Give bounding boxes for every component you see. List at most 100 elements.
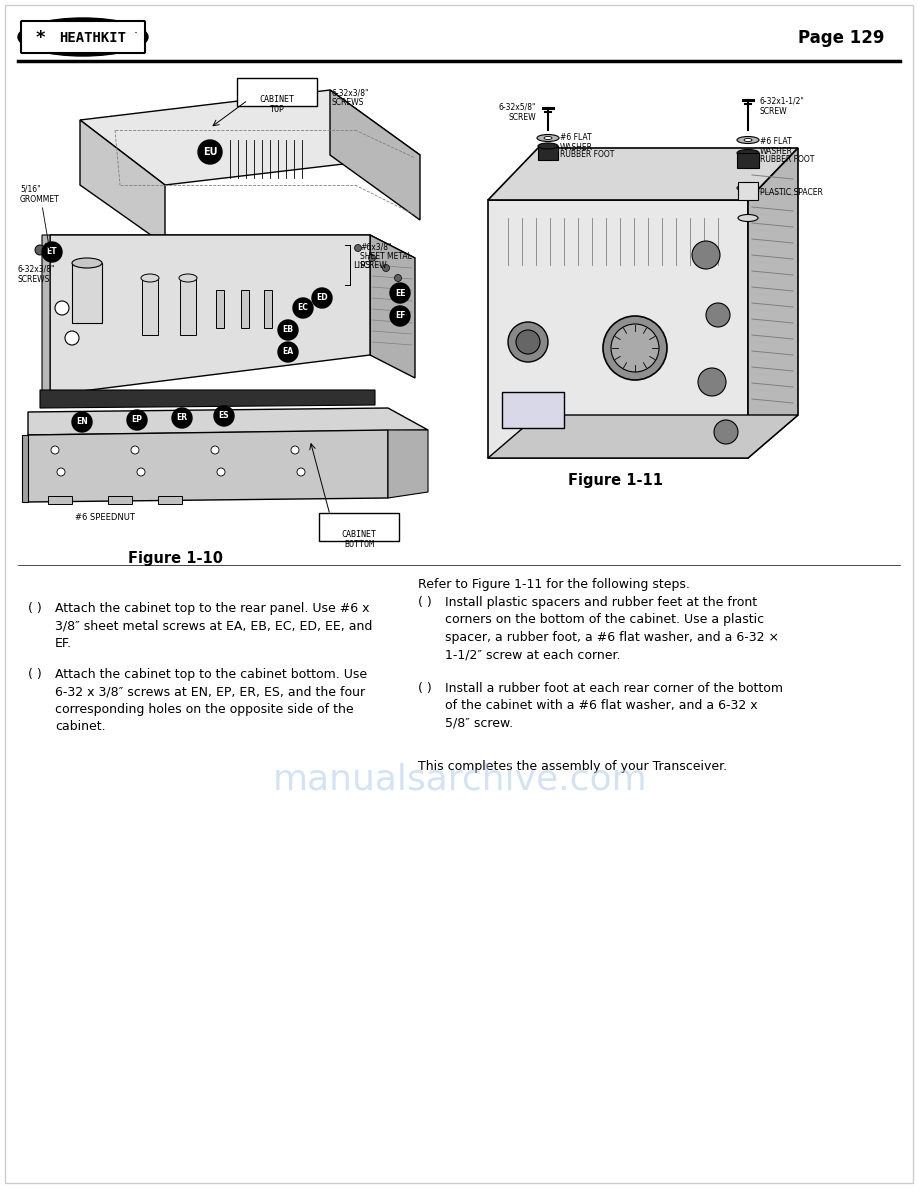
Bar — [216, 290, 224, 328]
Ellipse shape — [72, 258, 102, 268]
Ellipse shape — [738, 215, 758, 221]
Ellipse shape — [737, 150, 759, 157]
Circle shape — [127, 410, 147, 430]
Text: ED: ED — [316, 293, 328, 303]
Circle shape — [390, 307, 410, 326]
Bar — [142, 277, 158, 335]
Text: 5/16"
GROMMET: 5/16" GROMMET — [20, 185, 60, 203]
Ellipse shape — [744, 139, 752, 141]
Polygon shape — [488, 415, 798, 459]
Circle shape — [368, 254, 375, 261]
Ellipse shape — [18, 18, 148, 56]
Text: CABINET
BOTTOM: CABINET BOTTOM — [341, 530, 376, 549]
Text: ET: ET — [47, 247, 57, 257]
Polygon shape — [388, 430, 428, 498]
Text: #6 FLAT
WASHER: #6 FLAT WASHER — [560, 133, 593, 152]
Text: This completes the assembly of your Transceiver.: This completes the assembly of your Tran… — [418, 760, 727, 773]
Circle shape — [354, 245, 362, 252]
Text: RUBBER FOOT: RUBBER FOOT — [760, 154, 814, 164]
Text: Attach the cabinet top to the rear panel. Use #6 x
3/8″ sheet metal screws at EA: Attach the cabinet top to the rear panel… — [55, 602, 373, 650]
Polygon shape — [748, 148, 798, 459]
Circle shape — [291, 446, 299, 454]
Text: ( ): ( ) — [28, 668, 41, 681]
Circle shape — [55, 301, 69, 315]
Text: Attach the cabinet top to the cabinet bottom. Use
6-32 x 3/8″ screws at EN, EP, : Attach the cabinet top to the cabinet bo… — [55, 668, 367, 733]
Text: Install plastic spacers and rubber feet at the front
corners on the bottom of th: Install plastic spacers and rubber feet … — [445, 596, 779, 662]
Bar — [72, 263, 102, 323]
Ellipse shape — [21, 21, 145, 53]
Circle shape — [706, 303, 730, 327]
Text: CABINET
TOP: CABINET TOP — [260, 95, 295, 114]
Circle shape — [692, 241, 720, 268]
Text: ( ): ( ) — [418, 596, 431, 609]
Ellipse shape — [737, 137, 759, 144]
Text: Page 129: Page 129 — [799, 29, 885, 48]
Ellipse shape — [179, 274, 197, 282]
Circle shape — [42, 242, 62, 263]
Text: RUBBER FOOT: RUBBER FOOT — [560, 150, 614, 159]
Circle shape — [516, 330, 540, 354]
Bar — [180, 277, 196, 335]
Circle shape — [508, 322, 548, 362]
Circle shape — [198, 140, 222, 164]
Ellipse shape — [538, 143, 558, 148]
Polygon shape — [488, 148, 798, 200]
Bar — [502, 392, 564, 428]
FancyBboxPatch shape — [237, 78, 317, 106]
Circle shape — [714, 421, 738, 444]
Text: 6-32x3/8"
SCREWS: 6-32x3/8" SCREWS — [18, 265, 55, 284]
Text: manualsarchive.com: manualsarchive.com — [273, 763, 647, 797]
Circle shape — [51, 446, 59, 454]
Polygon shape — [80, 120, 165, 245]
Circle shape — [131, 446, 139, 454]
Polygon shape — [50, 235, 415, 258]
Text: #6 SPEEDNUT: #6 SPEEDNUT — [75, 513, 135, 523]
Circle shape — [278, 320, 298, 340]
Circle shape — [65, 331, 79, 345]
Text: ( ): ( ) — [28, 602, 41, 615]
Circle shape — [211, 446, 219, 454]
Polygon shape — [42, 235, 50, 394]
Text: Figure 1-10: Figure 1-10 — [128, 550, 222, 565]
Text: EE: EE — [395, 289, 405, 297]
Text: 6-32x3/8"
SCREWS: 6-32x3/8" SCREWS — [332, 88, 370, 107]
Bar — [264, 290, 272, 328]
Circle shape — [297, 468, 305, 476]
Text: #6x3/8"
SHEET METAL
SCREW: #6x3/8" SHEET METAL SCREW — [360, 242, 412, 271]
Bar — [738, 182, 758, 200]
Text: Install a rubber foot at each rear corner of the bottom
of the cabinet with a #6: Install a rubber foot at each rear corne… — [445, 682, 783, 729]
Circle shape — [312, 287, 332, 308]
Text: ER: ER — [176, 413, 187, 423]
FancyBboxPatch shape — [21, 21, 145, 53]
Polygon shape — [28, 430, 388, 503]
Circle shape — [611, 324, 659, 372]
FancyBboxPatch shape — [319, 513, 399, 541]
Circle shape — [395, 274, 401, 282]
Text: ( ): ( ) — [418, 682, 431, 695]
Polygon shape — [50, 235, 370, 394]
Circle shape — [293, 298, 313, 318]
Bar — [158, 497, 182, 504]
Ellipse shape — [544, 137, 552, 139]
Ellipse shape — [737, 184, 759, 191]
Circle shape — [217, 468, 225, 476]
Text: EA: EA — [283, 348, 294, 356]
Circle shape — [137, 468, 145, 476]
Text: Refer to Figure 1-11 for the following steps.: Refer to Figure 1-11 for the following s… — [418, 579, 689, 590]
Bar — [538, 146, 558, 160]
Text: EU: EU — [203, 147, 218, 157]
Text: EF: EF — [395, 311, 405, 321]
Text: LIPS: LIPS — [353, 260, 371, 270]
Circle shape — [57, 468, 65, 476]
Circle shape — [383, 265, 389, 272]
Bar — [108, 497, 132, 504]
Circle shape — [603, 316, 667, 380]
Circle shape — [35, 245, 45, 255]
Text: EN: EN — [76, 417, 88, 426]
Polygon shape — [40, 390, 375, 407]
Text: PLASTIC SPACER: PLASTIC SPACER — [760, 188, 823, 197]
Polygon shape — [28, 407, 428, 435]
Text: EB: EB — [283, 326, 294, 335]
Circle shape — [390, 283, 410, 303]
Circle shape — [278, 342, 298, 362]
